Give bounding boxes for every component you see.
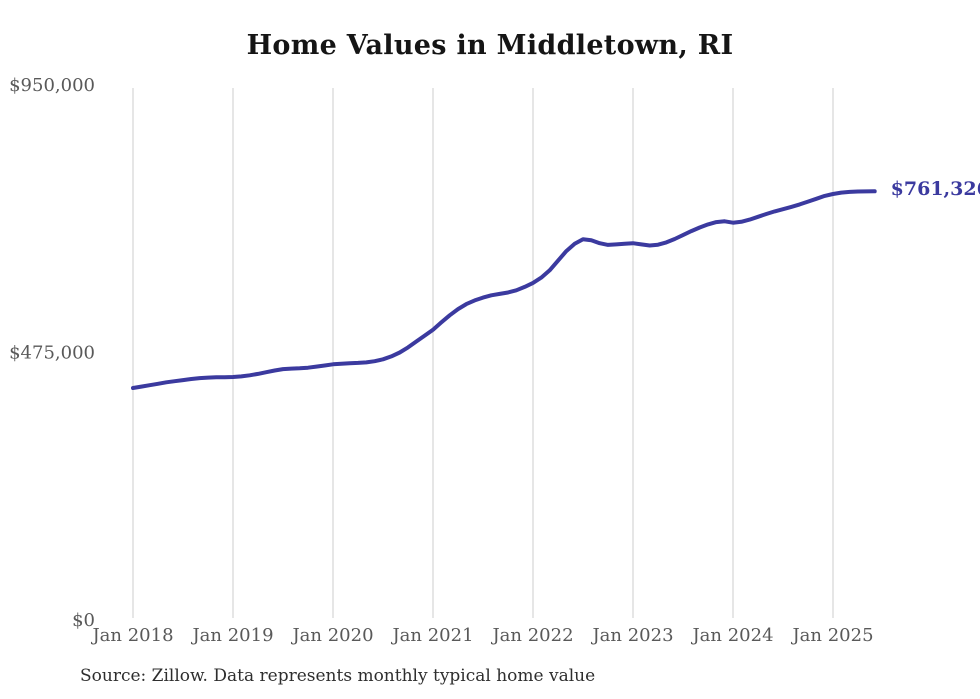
y-tick-label: $475,000 <box>9 343 95 364</box>
source-note: Source: Zillow. Data represents monthly … <box>80 666 596 686</box>
home-value-line <box>131 189 877 390</box>
y-tick-label: $0 <box>72 610 95 631</box>
x-tick-label: Jan 2023 <box>590 625 673 646</box>
x-tick-label: Jan 2021 <box>390 625 473 646</box>
x-tick-label: Jan 2019 <box>190 625 273 646</box>
x-tick-label: Jan 2025 <box>790 625 873 646</box>
x-tick-label: Jan 2020 <box>290 625 373 646</box>
x-tick-label: Jan 2018 <box>90 625 173 646</box>
latest-value-label: $761,326 <box>890 178 980 201</box>
chart-title: Home Values in Middletown, RI <box>246 30 734 61</box>
x-tick-label: Jan 2022 <box>490 625 573 646</box>
y-tick-label: $950,000 <box>9 75 95 96</box>
x-tick-label: Jan 2024 <box>690 625 773 646</box>
